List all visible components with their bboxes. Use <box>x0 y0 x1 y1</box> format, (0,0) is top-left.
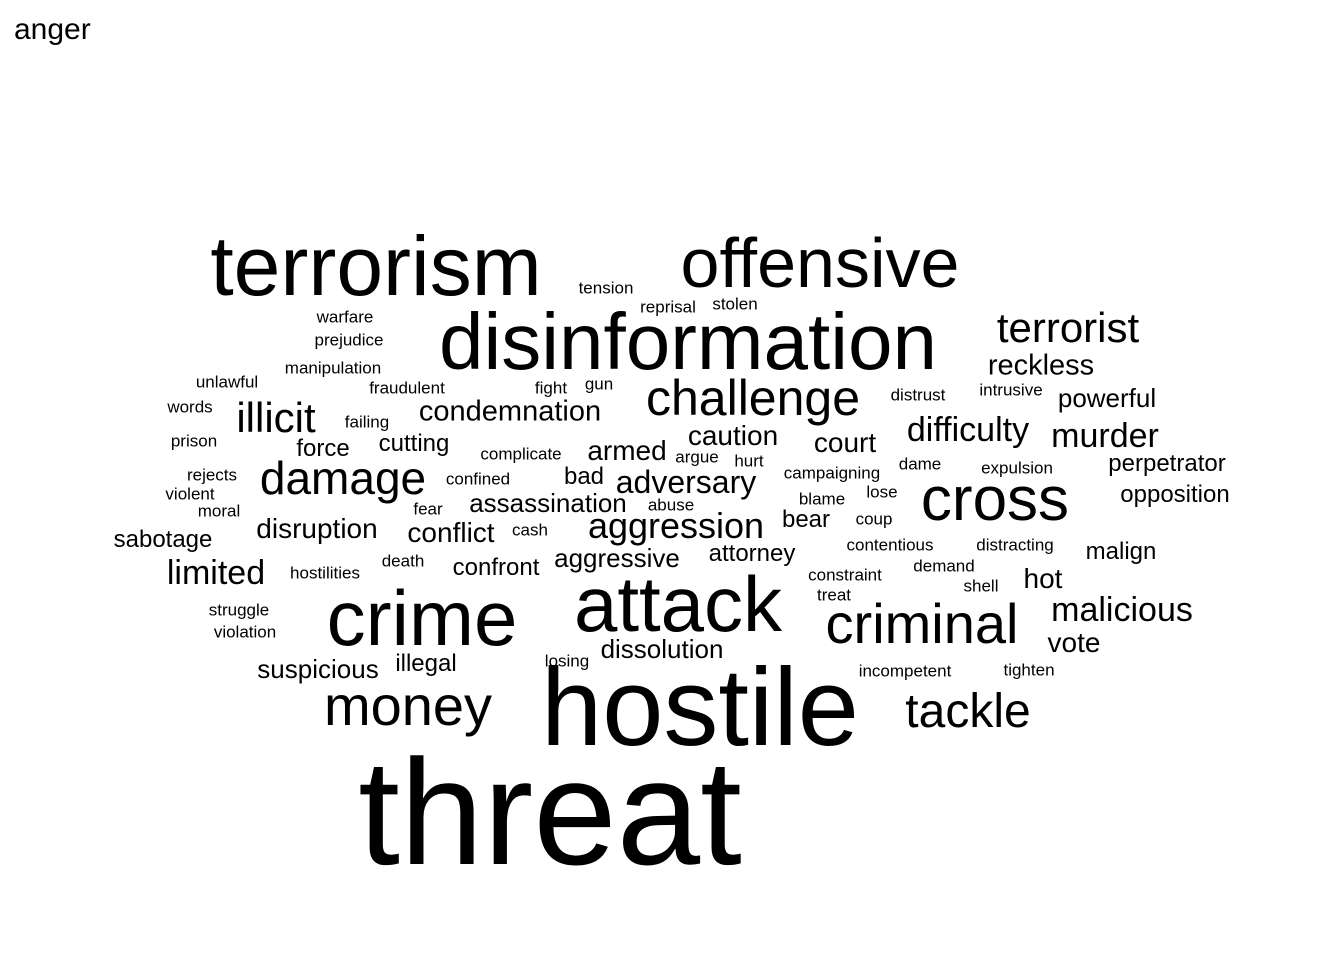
word-fight: fight <box>534 378 568 398</box>
word-cross: cross <box>920 465 1070 534</box>
word-dame: dame <box>898 454 942 474</box>
word-disinformation: disinformation <box>438 297 938 386</box>
word-attack: attack <box>573 560 783 648</box>
word-hostile: hostile <box>541 646 859 769</box>
word-difficulty: difficulty <box>906 411 1030 449</box>
word-gun: gun <box>584 374 614 394</box>
word-reckless: reckless <box>987 349 1095 382</box>
word-distracting: distracting <box>976 535 1054 555</box>
word-attorney: attorney <box>708 540 796 567</box>
word-warfare: warfare <box>316 307 374 327</box>
word-bear: bear <box>781 506 831 533</box>
word-vote: vote <box>1047 627 1101 658</box>
word-condemnation: condemnation <box>418 395 602 428</box>
word-violent: violent <box>165 484 215 504</box>
word-illegal: illegal <box>395 650 457 677</box>
word-hurt: hurt <box>734 451 764 471</box>
word-prejudice: prejudice <box>314 330 384 350</box>
word-murder: murder <box>1051 417 1159 455</box>
word-complicate: complicate <box>480 444 562 464</box>
word-tighten: tighten <box>1003 660 1055 680</box>
word-crime: crime <box>326 574 518 662</box>
word-hostilities: hostilities <box>290 563 360 583</box>
word-hot: hot <box>1023 563 1063 594</box>
page-title: anger <box>14 13 91 46</box>
word-offensive: offensive <box>680 224 960 302</box>
word-disruption: disruption <box>256 513 378 544</box>
word-rejects: rejects <box>186 465 238 485</box>
word-moral: moral <box>197 501 241 521</box>
word-tackle: tackle <box>905 685 1031 738</box>
word-death: death <box>381 551 425 571</box>
word-perpetrator: perpetrator <box>1108 450 1226 477</box>
word-argue: argue <box>675 447 719 467</box>
word-campaigning: campaigning <box>783 463 881 483</box>
word-constraint: constraint <box>808 565 882 585</box>
word-shell: shell <box>963 576 999 596</box>
word-struggle: struggle <box>208 600 270 620</box>
word-aggressive: aggressive <box>554 543 680 573</box>
word-illicit: illicit <box>236 394 316 441</box>
word-damage: damage <box>259 452 427 504</box>
word-caution: caution <box>687 420 779 451</box>
word-adversary: adversary <box>615 464 757 500</box>
word-confront: confront <box>452 554 540 581</box>
word-failing: failing <box>344 412 390 432</box>
word-cash: cash <box>512 520 548 540</box>
word-fear: fear <box>413 499 443 519</box>
word-dissolution: dissolution <box>600 634 724 664</box>
word-powerful: powerful <box>1057 383 1157 413</box>
word-criminal: criminal <box>825 592 1019 655</box>
word-conflict: conflict <box>407 517 495 548</box>
word-court: court <box>813 427 877 458</box>
word-bad: bad <box>563 463 605 490</box>
word-contentious: contentious <box>846 535 934 555</box>
word-reprisal: reprisal <box>640 297 696 317</box>
word-aggression: aggression <box>587 505 765 546</box>
word-violation: violation <box>213 622 277 642</box>
word-challenge: challenge <box>645 370 861 426</box>
word-prison: prison <box>170 431 218 451</box>
word-words: words <box>167 397 213 417</box>
word-unlawful: unlawful <box>195 372 259 392</box>
word-cutting: cutting <box>378 430 450 457</box>
word-demand: demand <box>913 556 975 576</box>
word-fraudulent: fraudulent <box>369 378 445 398</box>
word-sabotage: sabotage <box>113 526 213 553</box>
word-terrorist: terrorist <box>996 304 1140 351</box>
word-lose: lose <box>866 482 898 502</box>
word-threat: threat <box>358 728 742 896</box>
word-coup: coup <box>855 509 893 529</box>
word-expulsion: expulsion <box>981 458 1053 478</box>
word-malign: malign <box>1085 538 1157 565</box>
word-assassination: assassination <box>469 488 627 518</box>
word-terrorism: terrorism <box>210 219 542 313</box>
word-suspicious: suspicious <box>257 654 379 684</box>
word-force: force <box>296 435 350 462</box>
word-distrust: distrust <box>890 385 946 405</box>
word-incompetent: incompetent <box>858 661 952 681</box>
word-tension: tension <box>578 278 634 298</box>
word-abuse: abuse <box>647 495 695 515</box>
word-malicious: malicious <box>1051 591 1193 629</box>
word-intrusive: intrusive <box>979 380 1043 400</box>
word-armed: armed <box>587 435 667 466</box>
word-opposition: opposition <box>1120 481 1230 508</box>
word-treat: treat <box>816 585 852 605</box>
word-losing: losing <box>544 651 590 671</box>
word-money: money <box>323 674 493 737</box>
word-limited: limited <box>166 554 266 592</box>
word-blame: blame <box>798 489 846 509</box>
word-manipulation: manipulation <box>284 358 382 378</box>
word-stolen: stolen <box>712 294 758 314</box>
word-confined: confined <box>445 469 511 489</box>
